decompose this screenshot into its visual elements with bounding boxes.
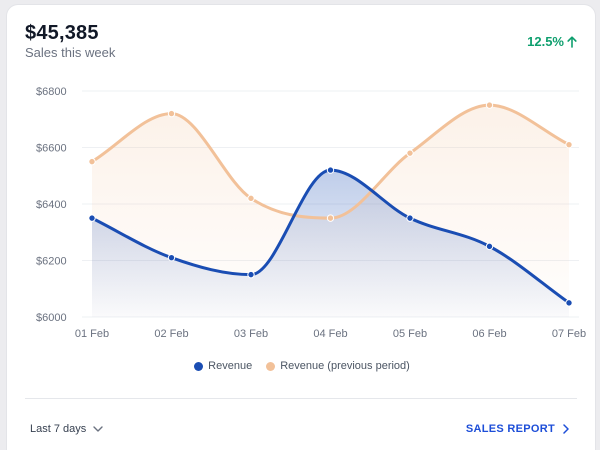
data-point-1 (247, 194, 255, 203)
legend-label-revenue: Revenue (208, 360, 253, 372)
revenue-chart: $6000 $6200 $6400 $6600 $6800 01 Feb 02 Feb 03 … (36, 86, 586, 340)
data-point-1 (406, 149, 414, 157)
legend-item-previous[interactable]: Revenue (previous period) (266, 360, 410, 372)
data-point-0 (565, 299, 573, 307)
legend-item-revenue[interactable]: Revenue (194, 360, 252, 372)
x-tick-label: 02 Feb (154, 328, 188, 340)
legend-label-previous: Revenue (previous period) (280, 360, 410, 372)
chart-legend: Revenue Revenue (previous period) (7, 360, 597, 372)
legend-marker-previous (266, 361, 276, 371)
x-tick-label: 03 Feb (234, 328, 268, 340)
y-tick-label: $6400 (36, 199, 67, 211)
x-tick-label: 06 Feb (472, 328, 506, 340)
y-tick-label: $6200 (36, 256, 67, 268)
data-point-1 (485, 101, 494, 109)
data-point-1 (565, 140, 573, 149)
change-value: 12.5% (527, 34, 564, 49)
series-area-0 (92, 170, 569, 317)
period-dropdown[interactable]: Last 7 days (30, 423, 103, 435)
data-point-0 (406, 214, 414, 222)
data-point-0 (88, 214, 96, 222)
data-point-1 (167, 109, 176, 118)
sales-report-link[interactable]: SALES REPORT (466, 423, 569, 435)
footer-divider (25, 398, 577, 399)
x-tick-label: 05 Feb (393, 328, 427, 340)
data-point-0 (326, 166, 335, 174)
y-tick-label: $6800 (36, 86, 67, 98)
x-tick-label: 01 Feb (75, 328, 109, 340)
sales-card: $45,385 Sales this week 12.5% $6000 $6200… (6, 4, 596, 450)
chevron-down-icon (93, 426, 103, 432)
sales-subtitle: Sales this week (25, 45, 116, 60)
data-point-1 (326, 214, 335, 222)
data-point-0 (485, 242, 494, 251)
x-tick-label: 07 Feb (552, 328, 586, 340)
chevron-right-icon (563, 424, 569, 434)
period-label: Last 7 days (30, 423, 87, 435)
change-indicator: 12.5% (527, 34, 577, 49)
legend-marker-revenue (194, 361, 204, 371)
sales-report-label: SALES REPORT (465, 423, 555, 435)
y-tick-label: $6000 (36, 312, 67, 324)
arrow-up-icon (567, 35, 577, 48)
data-point-0 (167, 253, 176, 262)
y-tick-label: $6600 (36, 143, 67, 155)
sales-total: $45,385 (25, 22, 99, 44)
data-point-1 (88, 157, 96, 166)
data-point-0 (247, 270, 255, 279)
x-tick-label: 04 Feb (313, 328, 347, 340)
